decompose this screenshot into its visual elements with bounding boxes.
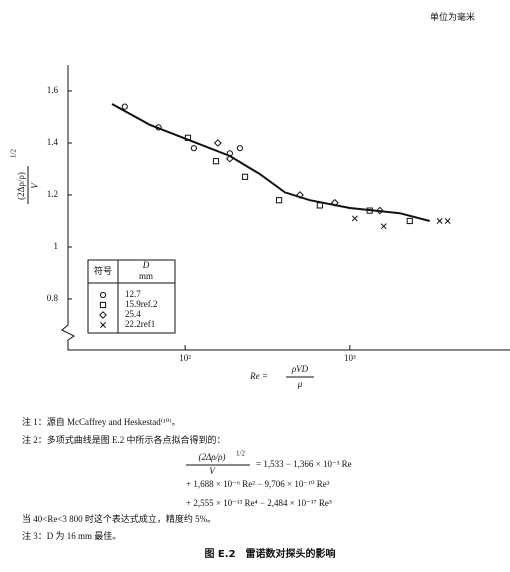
legend-marker (100, 322, 106, 328)
unit-note: 单位为毫米 (430, 11, 475, 22)
legend-marker (99, 291, 107, 299)
data-point (213, 139, 222, 147)
note: 注 2：多项式曲线是图 E.2 中所示各点拟合得到的： (22, 434, 226, 445)
legend-marker (99, 301, 107, 309)
data-point (380, 223, 387, 230)
formula-exponent: 1/2 (236, 450, 245, 458)
data-point (406, 217, 413, 225)
formula-line: + 1,688 × 10⁻⁶ Re² − 9,706 × 10⁻¹⁰ Re³ (186, 479, 330, 489)
y-tick-label: 1.2 (47, 189, 58, 199)
legend-marker (99, 311, 107, 319)
formula-denominator: V (209, 466, 216, 476)
data-point (212, 158, 220, 165)
data-point (316, 202, 323, 209)
legend-box (87, 259, 176, 334)
y-label: (2Δρ/ρ) 1/2 V (10, 149, 40, 204)
data-point (436, 218, 443, 224)
x-tick-label: 10² (179, 353, 191, 363)
y-tick-label: 0.8 (47, 293, 59, 303)
y-label-exponent: 1/2 (10, 149, 18, 158)
y-label-denominator: V (30, 182, 40, 189)
x-label-lhs: Re = (249, 371, 268, 381)
axes (61, 65, 510, 351)
data-point (236, 145, 243, 152)
note: 注 1：源自 McCaffrey and Heskestad⁽¹⁰⁾。 (22, 416, 181, 427)
data-point (375, 206, 384, 215)
formula-line: = 1,533 − 1,366 × 10⁻³ Re (256, 459, 352, 469)
data-point (275, 197, 283, 204)
y-label-numerator: (2Δρ/ρ) (16, 172, 26, 200)
data-point (444, 218, 451, 224)
data-point (121, 103, 128, 110)
caption: 图 E.2 雷诺数对探头的影响 (204, 547, 335, 560)
data-point (241, 173, 249, 180)
legend-label: 22.2ref1 (125, 319, 155, 329)
y-tick-label: 1.4 (47, 137, 59, 147)
legend-header: D (142, 260, 150, 270)
legend-header: mm (139, 271, 153, 281)
y-tick-label: 1 (54, 241, 59, 251)
formula-numerator: (2Δρ/ρ) (199, 452, 226, 462)
legend-label: 15.9ref.2 (125, 299, 158, 309)
x-label-denominator: μ (297, 379, 303, 389)
y-tick-label: 1.6 (47, 85, 59, 95)
note: 当 40<Re<3 800 时这个表达式成立，精度约 5%。 (22, 513, 216, 524)
legend-label: 12.7 (125, 289, 141, 299)
legend-header: 符号 (94, 265, 112, 276)
formula-line: + 2,555 × 10⁻¹³ Re⁴ − 2,484 × 10⁻¹⁷ Re⁵ (186, 498, 332, 508)
data-point (351, 215, 358, 222)
x-label-numerator: ρVD (291, 364, 309, 374)
legend-label: 25.4 (125, 309, 141, 319)
fit-curve (111, 103, 430, 222)
x-tick-label: 10³ (344, 353, 356, 363)
data-point (190, 145, 197, 152)
note: 注 3：D 为 16 mm 最佳。 (22, 530, 121, 541)
data-point (296, 191, 304, 199)
